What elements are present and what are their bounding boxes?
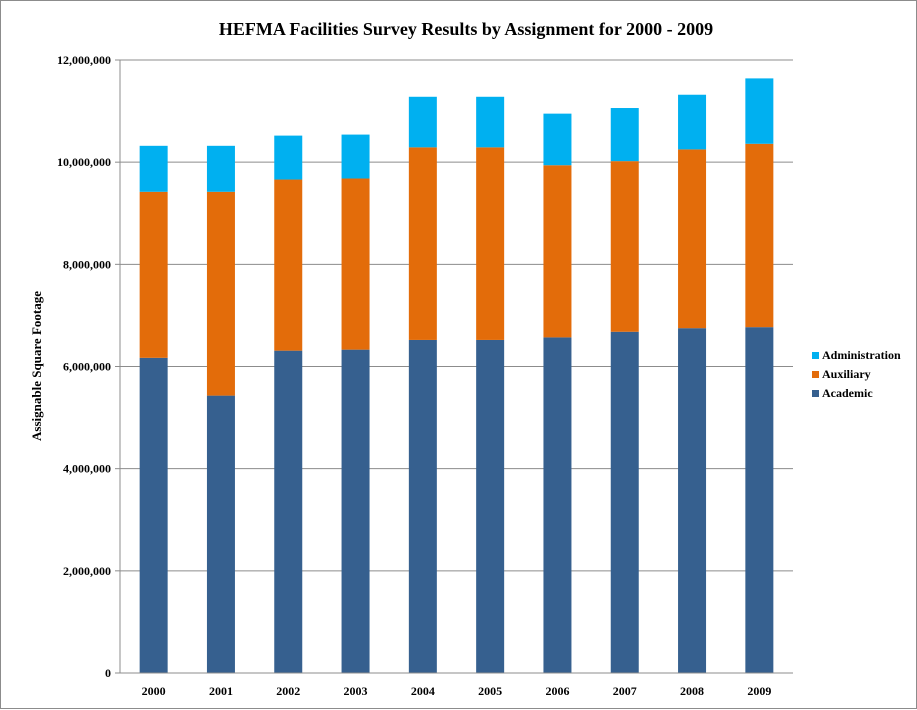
bar-academic-2005 [476, 339, 505, 673]
bar-academic-2007 [610, 331, 639, 673]
bar-academic-2008 [678, 328, 707, 673]
bar-administration-2008 [678, 94, 707, 150]
bar-auxiliary-2005 [476, 147, 505, 340]
bar-administration-2006 [543, 113, 572, 166]
x-tick-label: 2005 [478, 684, 502, 698]
bar-academic-2003 [341, 349, 370, 673]
x-tick-labels: 2000 2001 2002 2003 2004 2005 2006 2007 2008 2009 [142, 684, 772, 698]
legend-swatch-academic [812, 390, 819, 397]
bar-administration-2004 [408, 96, 437, 148]
bar-auxiliary-2000 [139, 191, 168, 358]
bar-auxiliary-2007 [610, 161, 639, 332]
bar-administration-2000 [139, 145, 168, 192]
bar-academic-2002 [274, 350, 303, 673]
y-tick-label: 6,000,000 [63, 360, 111, 374]
bar-academic-2006 [543, 337, 572, 673]
x-tick-label: 2006 [545, 684, 569, 698]
legend: Administration Auxiliary Academic [812, 348, 901, 400]
bar-academic-2000 [139, 357, 168, 673]
bars [139, 78, 774, 673]
x-tick-label: 2000 [142, 684, 166, 698]
legend-label-administration: Administration [822, 348, 901, 362]
bar-administration-2007 [610, 108, 639, 162]
y-tick-label: 10,000,000 [57, 155, 111, 169]
bar-academic-2001 [206, 395, 235, 673]
bar-auxiliary-2009 [745, 143, 774, 328]
legend-label-academic: Academic [822, 386, 873, 400]
bar-administration-2002 [274, 135, 303, 180]
legend-swatch-administration [812, 352, 819, 359]
bar-administration-2003 [341, 134, 370, 179]
bar-auxiliary-2006 [543, 165, 572, 338]
bar-auxiliary-2003 [341, 178, 370, 350]
y-axis-title: Assignable Square Footage [29, 291, 44, 441]
bar-auxiliary-2008 [678, 149, 707, 329]
bar-academic-2004 [408, 339, 437, 673]
legend-label-auxiliary: Auxiliary [822, 367, 871, 381]
y-tick-labels: 0 2,000,000 4,000,000 6,000,000 8,000,000 10,… [57, 53, 111, 680]
axes [119, 60, 793, 674]
y-tick-label: 0 [105, 666, 111, 680]
x-tick-label: 2003 [344, 684, 368, 698]
bar-administration-2009 [745, 78, 774, 144]
bar-auxiliary-2002 [274, 179, 303, 351]
bar-administration-2005 [476, 96, 505, 148]
y-tick-label: 4,000,000 [63, 462, 111, 476]
bar-auxiliary-2004 [408, 147, 437, 340]
x-tick-label: 2007 [613, 684, 637, 698]
x-tick-label: 2004 [411, 684, 435, 698]
y-tick-label: 8,000,000 [63, 257, 111, 271]
legend-swatch-auxiliary [812, 371, 819, 378]
bar-administration-2001 [206, 145, 235, 192]
x-tick-label: 2001 [209, 684, 233, 698]
bar-academic-2009 [745, 327, 774, 673]
x-tick-label: 2008 [680, 684, 704, 698]
y-tick-label: 2,000,000 [63, 564, 111, 578]
bar-auxiliary-2001 [206, 191, 235, 396]
chart-title: HEFMA Facilities Survey Results by Assig… [219, 19, 713, 39]
x-tick-label: 2002 [276, 684, 300, 698]
x-tick-label: 2009 [747, 684, 771, 698]
y-tick-label: 12,000,000 [57, 53, 111, 67]
